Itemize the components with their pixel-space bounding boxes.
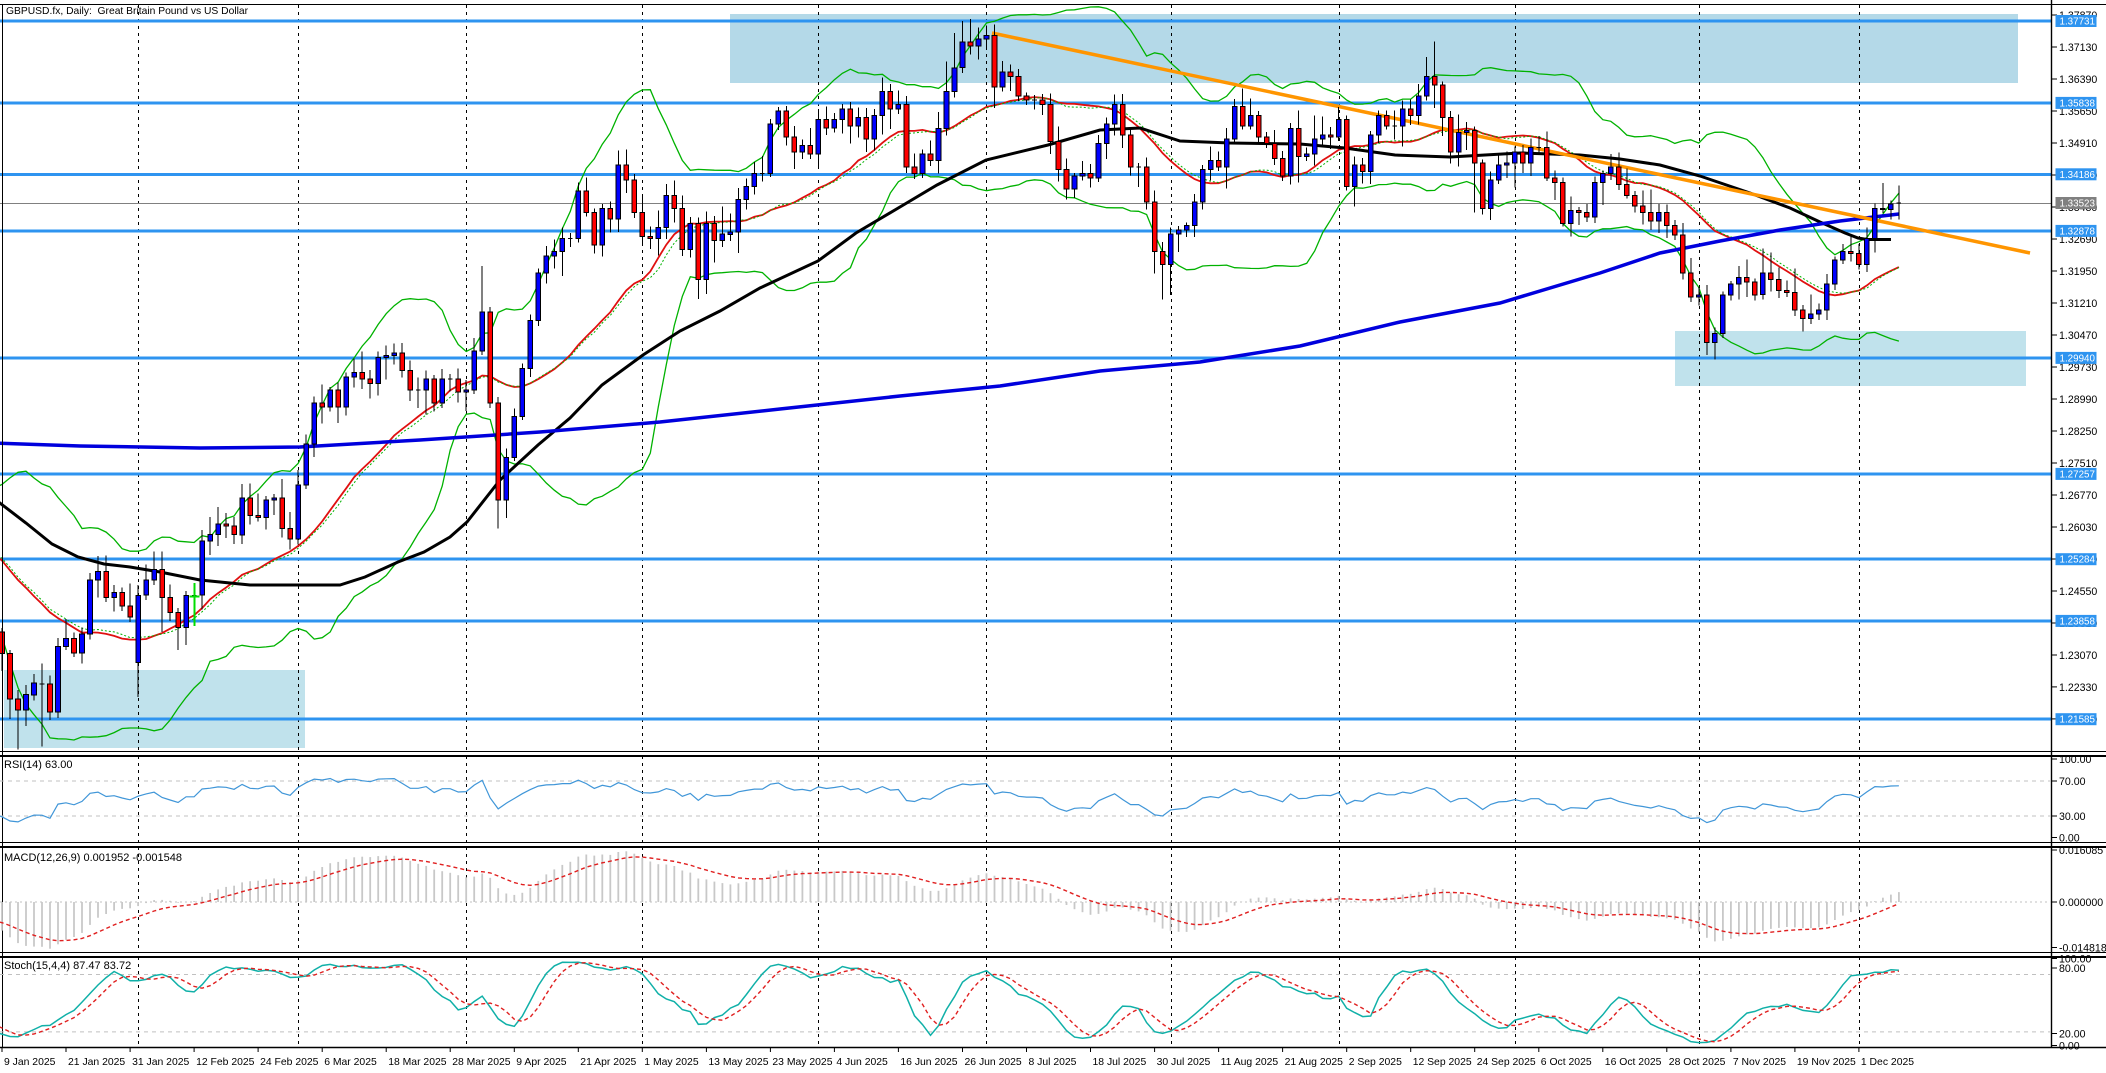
svg-text:0.000000: 0.000000 <box>2059 897 2103 909</box>
svg-text:12 Sep 2025: 12 Sep 2025 <box>1413 1057 1472 1068</box>
svg-text:GBPUSD.fx, Daily: Great Brita: GBPUSD.fx, Daily: Great Britain Pound vs… <box>6 6 249 17</box>
svg-text:1.32690: 1.32690 <box>2059 234 2097 246</box>
svg-text:0.016085: 0.016085 <box>2059 845 2103 857</box>
svg-text:1.29730: 1.29730 <box>2059 362 2097 374</box>
svg-text:MACD(12,26,9) 0.001952 -0.0015: MACD(12,26,9) 0.001952 -0.001548 <box>4 852 182 864</box>
svg-text:1 May 2025: 1 May 2025 <box>644 1057 699 1068</box>
svg-text:1.33523: 1.33523 <box>2060 199 2096 210</box>
svg-text:0.00: 0.00 <box>2059 833 2080 845</box>
svg-text:70.00: 70.00 <box>2059 776 2086 788</box>
svg-text:30 Jul 2025: 30 Jul 2025 <box>1157 1057 1211 1068</box>
svg-text:28 Oct 2025: 28 Oct 2025 <box>1669 1057 1726 1068</box>
svg-text:28 Mar 2025: 28 Mar 2025 <box>452 1057 511 1068</box>
svg-text:23 May 2025: 23 May 2025 <box>772 1057 832 1068</box>
svg-text:1.35838: 1.35838 <box>2060 98 2096 109</box>
svg-text:11 Aug 2025: 11 Aug 2025 <box>1221 1057 1279 1068</box>
svg-text:1.37731: 1.37731 <box>2060 17 2095 28</box>
svg-text:1.27510: 1.27510 <box>2059 458 2097 470</box>
svg-text:4 Jun 2025: 4 Jun 2025 <box>836 1057 888 1068</box>
svg-text:1.23070: 1.23070 <box>2059 650 2097 662</box>
svg-text:9 Jan 2025: 9 Jan 2025 <box>4 1057 56 1068</box>
svg-text:6 Mar 2025: 6 Mar 2025 <box>324 1057 377 1068</box>
svg-text:1.28250: 1.28250 <box>2059 426 2097 438</box>
svg-text:24 Feb 2025: 24 Feb 2025 <box>260 1057 319 1068</box>
svg-text:80.00: 80.00 <box>2059 963 2086 975</box>
svg-text:1.36390: 1.36390 <box>2059 74 2097 86</box>
svg-text:24 Sep 2025: 24 Sep 2025 <box>1477 1057 1536 1068</box>
svg-text:1.32878: 1.32878 <box>2060 226 2096 237</box>
svg-text:9 Apr 2025: 9 Apr 2025 <box>516 1057 566 1068</box>
svg-text:6 Oct 2025: 6 Oct 2025 <box>1541 1057 1592 1068</box>
svg-text:RSI(14) 63.00: RSI(14) 63.00 <box>4 759 72 771</box>
svg-text:26 Jun 2025: 26 Jun 2025 <box>965 1057 1022 1068</box>
svg-text:Stoch(15,4,4) 87.47 83.72: Stoch(15,4,4) 87.47 83.72 <box>4 960 131 972</box>
svg-text:1.30470: 1.30470 <box>2059 330 2097 342</box>
svg-text:7 Nov 2025: 7 Nov 2025 <box>1733 1057 1786 1068</box>
svg-text:1.31210: 1.31210 <box>2059 298 2097 310</box>
svg-text:19 Nov 2025: 19 Nov 2025 <box>1797 1057 1856 1068</box>
svg-text:1.22330: 1.22330 <box>2059 682 2097 694</box>
svg-text:1.34910: 1.34910 <box>2059 138 2097 150</box>
svg-text:1.26030: 1.26030 <box>2059 522 2097 534</box>
svg-text:1.29940: 1.29940 <box>2060 353 2096 364</box>
svg-text:2 Sep 2025: 2 Sep 2025 <box>1349 1057 1402 1068</box>
svg-text:8 Jul 2025: 8 Jul 2025 <box>1029 1057 1077 1068</box>
svg-text:1 Dec 2025: 1 Dec 2025 <box>1861 1057 1914 1068</box>
svg-text:30.00: 30.00 <box>2059 811 2086 823</box>
svg-text:100.00: 100.00 <box>2059 754 2092 766</box>
svg-text:20.00: 20.00 <box>2059 1029 2086 1041</box>
svg-text:1.31950: 1.31950 <box>2059 266 2097 278</box>
svg-text:1.23858: 1.23858 <box>2060 616 2096 627</box>
svg-text:31 Jan 2025: 31 Jan 2025 <box>132 1057 189 1068</box>
svg-text:1.25284: 1.25284 <box>2060 555 2096 566</box>
svg-text:18 Mar 2025: 18 Mar 2025 <box>388 1057 447 1068</box>
svg-text:16 Oct 2025: 16 Oct 2025 <box>1605 1057 1662 1068</box>
svg-text:1.27257: 1.27257 <box>2060 469 2095 480</box>
svg-text:1.21585: 1.21585 <box>2060 715 2096 726</box>
svg-text:-0.014818: -0.014818 <box>2059 943 2106 955</box>
svg-text:21 Jan 2025: 21 Jan 2025 <box>68 1057 125 1068</box>
svg-text:0.00: 0.00 <box>2059 1041 2080 1053</box>
svg-text:18 Jul 2025: 18 Jul 2025 <box>1093 1057 1147 1068</box>
svg-text:13 May 2025: 13 May 2025 <box>708 1057 768 1068</box>
svg-text:21 Apr 2025: 21 Apr 2025 <box>580 1057 636 1068</box>
svg-text:1.34186: 1.34186 <box>2060 170 2096 181</box>
svg-text:12 Feb 2025: 12 Feb 2025 <box>196 1057 255 1068</box>
svg-text:1.37130: 1.37130 <box>2059 42 2097 54</box>
svg-text:16 Jun 2025: 16 Jun 2025 <box>900 1057 957 1068</box>
svg-text:21 Aug 2025: 21 Aug 2025 <box>1285 1057 1344 1068</box>
svg-text:1.35650: 1.35650 <box>2059 106 2097 118</box>
svg-text:100.00: 100.00 <box>2059 954 2092 966</box>
svg-text:1.26770: 1.26770 <box>2059 490 2097 502</box>
svg-text:1.24550: 1.24550 <box>2059 586 2097 598</box>
svg-text:1.28990: 1.28990 <box>2059 394 2097 406</box>
